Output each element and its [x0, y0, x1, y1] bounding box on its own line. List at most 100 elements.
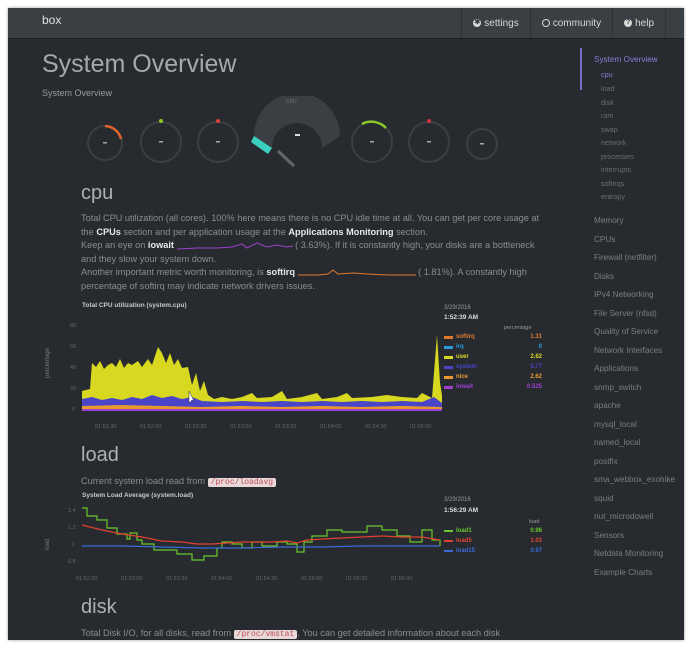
top-navbar: box ✱ settings community ? help: [8, 8, 684, 39]
sidebar-item-applications[interactable]: Applications: [594, 364, 639, 373]
gauge-ipv4-outbound[interactable]: [408, 119, 450, 163]
cpus-link[interactable]: CPUs: [96, 226, 121, 237]
page-subtitle: System Overview: [42, 88, 113, 98]
sidebar-item-ipv4[interactable]: IPv4 Networking: [594, 290, 654, 299]
brand-logo[interactable]: box: [42, 13, 62, 27]
load-chart-plot[interactable]: [82, 506, 444, 568]
legend-label: user: [456, 354, 469, 360]
gauges-row: [87, 96, 498, 168]
gear-icon: ✱: [473, 19, 482, 27]
cpu-chart-plot[interactable]: [82, 323, 442, 415]
sidebar-sub-ram[interactable]: ram: [601, 111, 614, 120]
x-tick: 01:53:00: [230, 424, 252, 430]
github-icon: [541, 19, 550, 27]
sidebar-sub-swap[interactable]: swap: [601, 125, 618, 134]
legend-user[interactable]: user: [444, 354, 469, 360]
nav-links: ✱ settings community ? help: [461, 8, 676, 38]
cpu-description: Total CPU utilization (all cores). 100% …: [81, 212, 551, 293]
y-tick: 80: [70, 323, 77, 329]
legend-irq[interactable]: irq: [444, 344, 464, 350]
gauge-disk-read[interactable]: [87, 124, 123, 161]
sidebar-item-cpus[interactable]: CPUs: [594, 235, 616, 244]
sidebar-sub-entropy[interactable]: entropy: [601, 192, 625, 201]
sidebar-item-nfsd[interactable]: File Server (nfsd): [594, 309, 657, 318]
community-button[interactable]: community: [529, 8, 612, 38]
sidebar-item-named-local[interactable]: named_local: [594, 438, 641, 447]
load-legend-date: 3/29/2016: [444, 497, 471, 503]
settings-button[interactable]: ✱ settings: [461, 8, 529, 38]
load-section-heading: load: [81, 444, 119, 466]
legend-softirq[interactable]: softirq: [444, 334, 475, 340]
sidebar-item-memory[interactable]: Memory: [594, 216, 624, 225]
disk-section-heading: disk: [81, 596, 117, 618]
legend-value: 0.96: [530, 528, 542, 534]
softirq-sparkline[interactable]: [297, 268, 416, 277]
x-tick: 01:52:00: [140, 424, 162, 430]
legend-swatch: [444, 345, 453, 349]
sidebar-sub-load[interactable]: load: [601, 84, 615, 93]
sidebar-sub-softirqs[interactable]: softirqs: [601, 179, 625, 188]
loadavg-code: /proc/loadavg: [207, 478, 277, 487]
sidebar-item-snmp-switch[interactable]: snmp_switch: [594, 383, 642, 392]
sidebar-item-firewall[interactable]: Firewall (netfilter): [594, 253, 657, 262]
legend-load1[interactable]: load1: [444, 528, 472, 534]
load-chart-ylabel: load: [45, 538, 51, 550]
legend-value: 1.03: [530, 538, 542, 544]
gauge-net-sent[interactable]: [197, 119, 239, 163]
text: section and per application usage at the: [120, 226, 289, 237]
gauge-cpu[interactable]: [251, 96, 340, 168]
sidebar-item-network-interfaces[interactable]: Network Interfaces: [594, 346, 663, 355]
text: Keep an eye on: [81, 240, 148, 250]
sidebar-item-mysql-local[interactable]: mysql_local: [594, 420, 637, 429]
legend-swatch: [444, 530, 453, 532]
help-button[interactable]: ? help: [612, 8, 665, 38]
sidebar-item-disks[interactable]: Disks: [594, 272, 615, 281]
legend-load5[interactable]: load5: [444, 538, 472, 544]
text: Total CPU utilization (all cores). 100% …: [81, 213, 540, 237]
legend-label: load15: [456, 548, 476, 554]
settings-label: settings: [484, 17, 519, 29]
legend-load15[interactable]: load15: [444, 548, 475, 554]
sidebar-item-postfix[interactable]: postfix: [594, 457, 618, 466]
sidebar-item-squid[interactable]: squid: [594, 494, 614, 503]
iowait-sparkline[interactable]: [176, 241, 293, 250]
sidebar-item-sma-webbox[interactable]: sma_webbox_exohike: [594, 475, 676, 484]
sidebar-item-netdata-monitoring[interactable]: Netdata Monitoring: [594, 549, 664, 558]
legend-swatch: [444, 365, 453, 369]
sidebar-sub-disk[interactable]: disk: [601, 98, 614, 107]
applications-monitoring-link[interactable]: Applications Monitoring: [288, 226, 394, 237]
mouse-cursor: [188, 390, 195, 404]
sidebar-item-system-overview[interactable]: System Overview: [594, 55, 658, 64]
x-tick: 01:52:30: [76, 576, 98, 582]
x-tick: 01:54:30: [256, 576, 278, 582]
x-tick: 01:54:00: [320, 424, 342, 430]
legend-label: iowait: [456, 384, 474, 390]
gauge-net-received[interactable]: [140, 119, 182, 163]
iowait-value: ( 3.63%): [295, 240, 330, 250]
gauge-ipv4-inbound[interactable]: [351, 120, 393, 163]
sidebar-active-indicator: [580, 48, 582, 90]
legend-value: 0.97: [530, 548, 542, 554]
legend-label: load1: [456, 528, 472, 534]
legend-nice[interactable]: nice: [444, 374, 468, 380]
sidebar-sub-processes[interactable]: processes: [601, 152, 634, 161]
disk-description: Total Disk I/O, for all disks, read from…: [81, 627, 500, 640]
legend-system[interactable]: system: [444, 364, 477, 370]
y-tick: 1: [72, 542, 76, 548]
sidebar-item-nut-microdowell[interactable]: nut_microdowell: [594, 512, 654, 521]
gauge-ram-used[interactable]: [466, 128, 498, 160]
legend-label: irq: [456, 344, 464, 350]
text: . A constantly high percentage of softir…: [81, 267, 527, 291]
y-tick: 1.2: [68, 525, 76, 531]
sidebar-sub-network[interactable]: network: [601, 138, 627, 147]
x-tick: 01:55:00: [301, 576, 323, 582]
cpu-section-heading: cpu: [81, 182, 114, 204]
cpu-legend-time: 1:52:39 AM: [444, 314, 479, 321]
sidebar-item-example-charts[interactable]: Example Charts: [594, 568, 653, 577]
sidebar-item-sensors[interactable]: Sensors: [594, 531, 625, 540]
sidebar-item-apache[interactable]: apache: [594, 401, 621, 410]
sidebar-item-qos[interactable]: Quality of Service: [594, 327, 659, 336]
sidebar-sub-cpu[interactable]: cpu: [601, 70, 613, 79]
legend-iowait[interactable]: iowait: [444, 384, 473, 390]
sidebar-sub-interrupts[interactable]: interrupts: [601, 165, 631, 174]
